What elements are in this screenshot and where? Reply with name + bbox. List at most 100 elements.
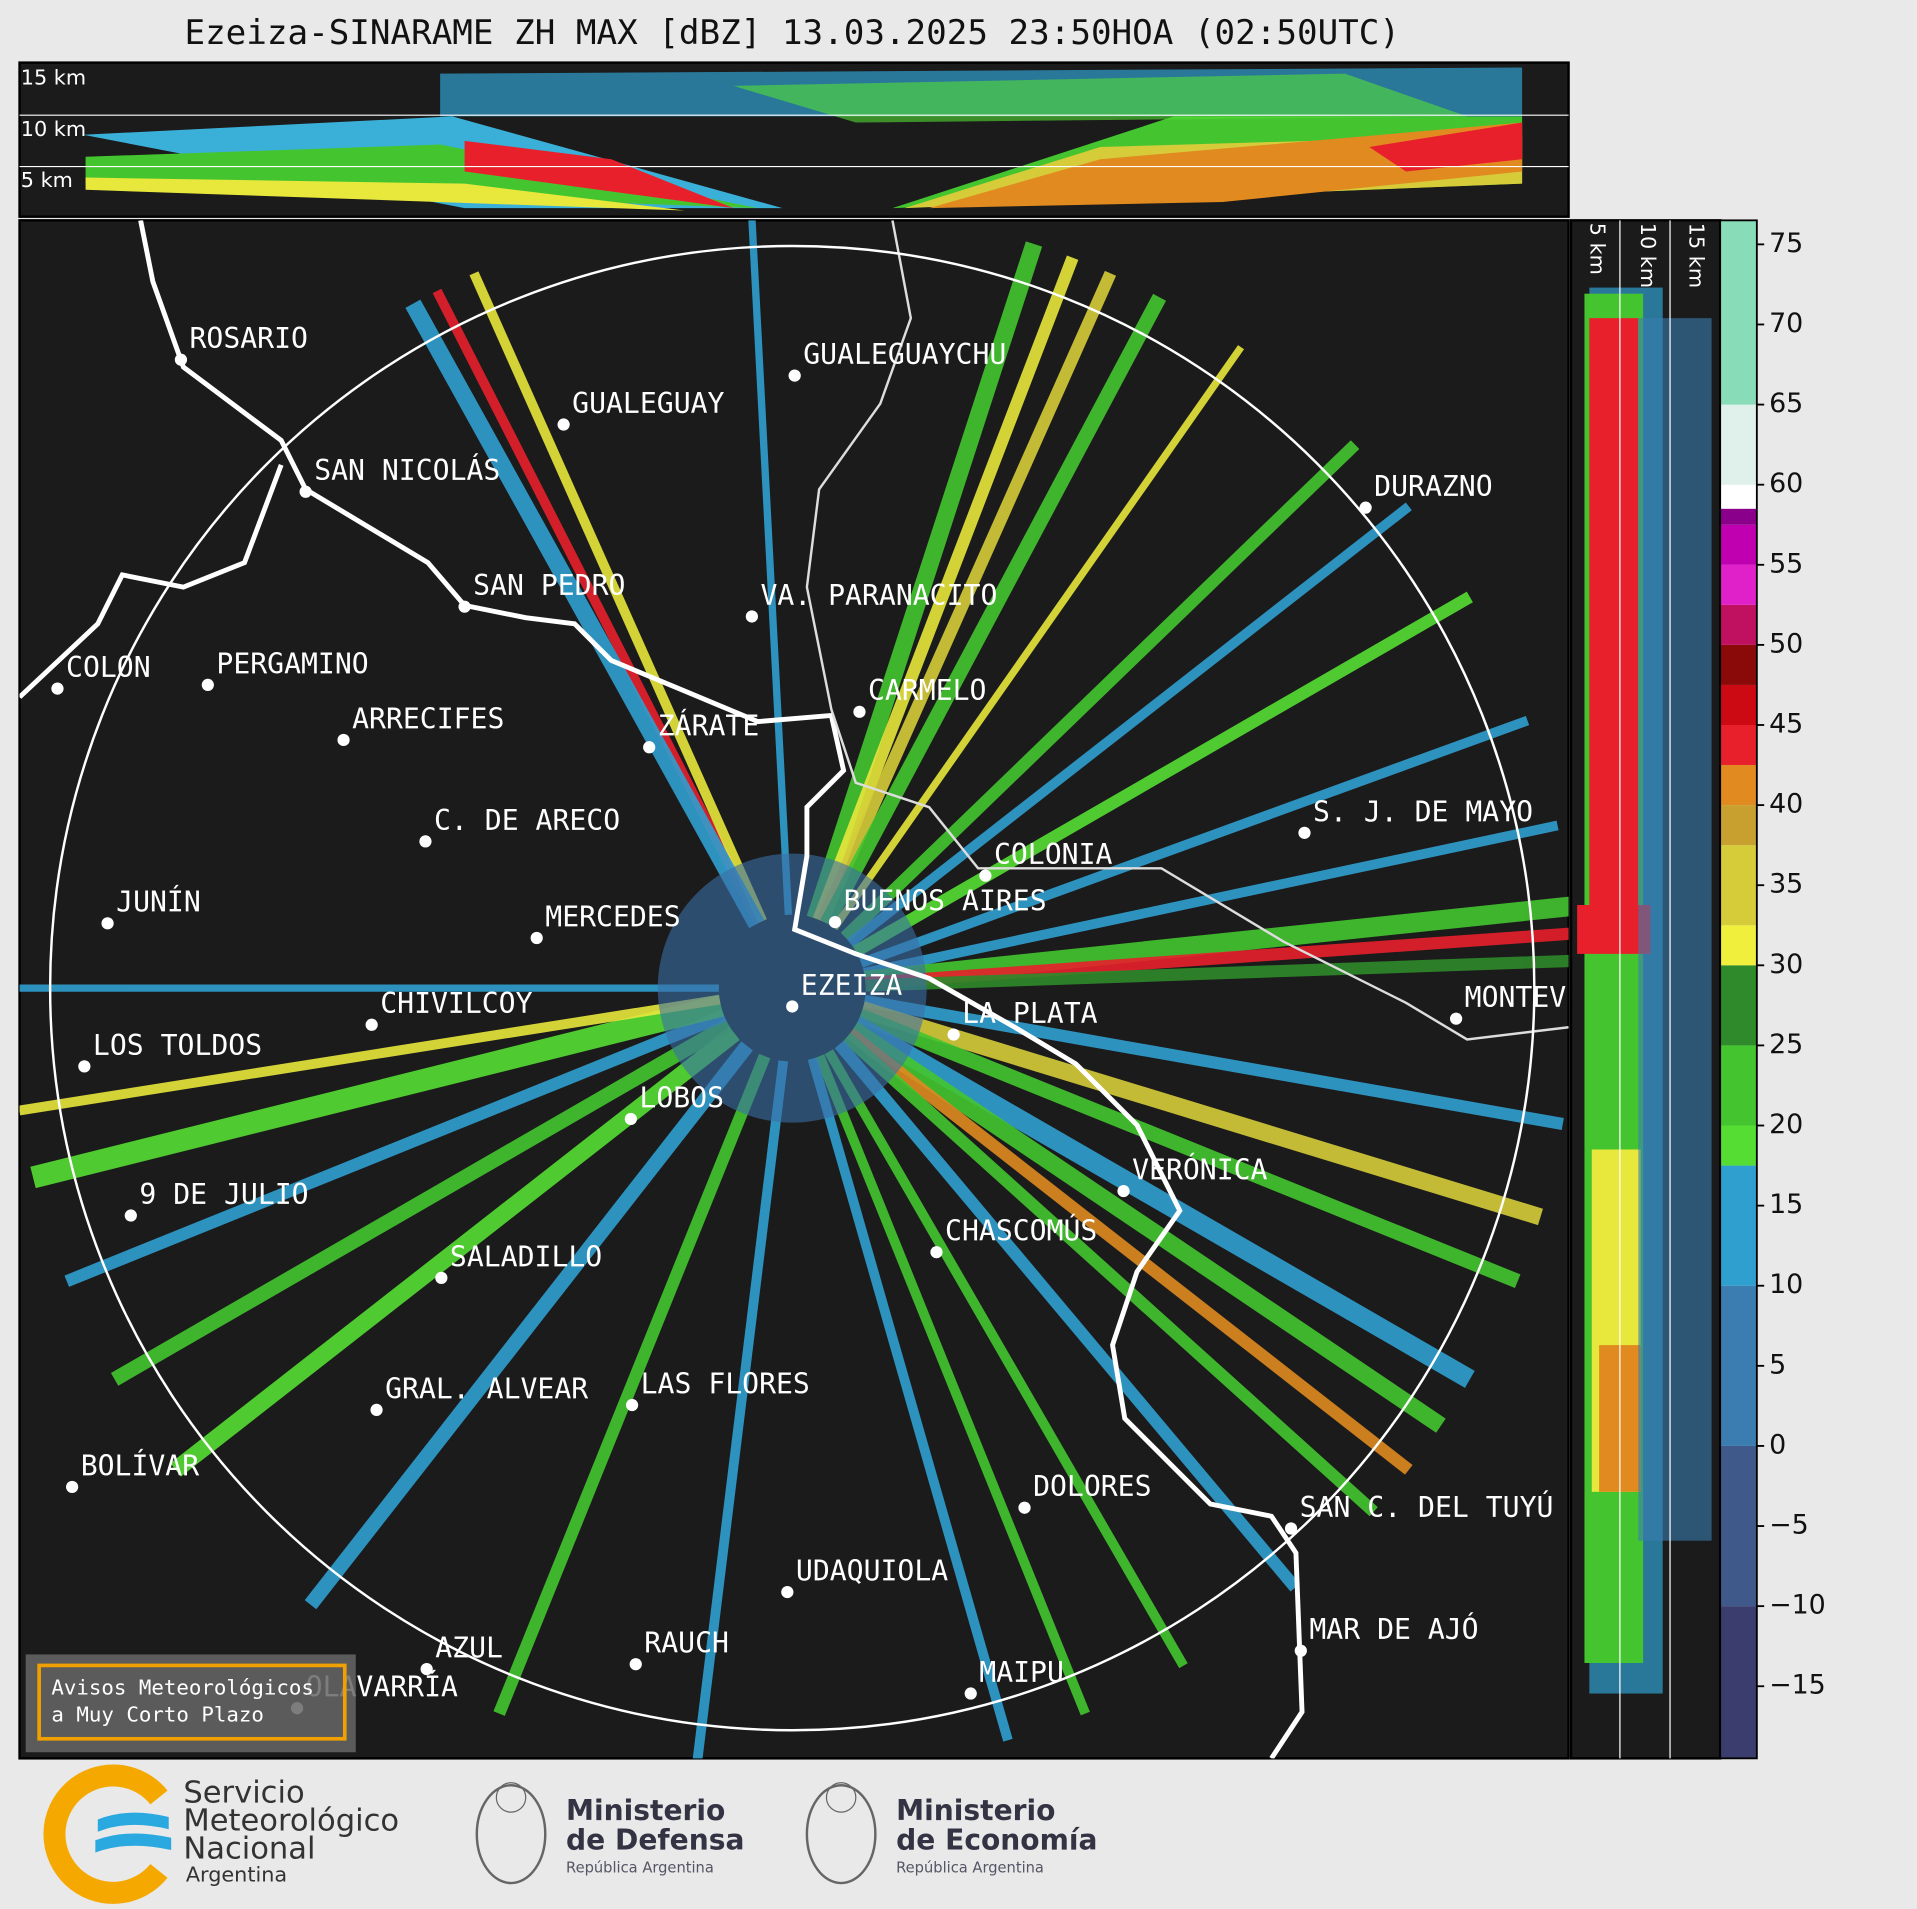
city-dot	[745, 610, 758, 623]
echo-ray	[859, 1001, 1543, 1226]
city-label: VA. PARANACITO	[760, 579, 997, 612]
economia-logo: Ministerio de Economía República Argenti…	[805, 1782, 1098, 1885]
side-section-echoes	[1577, 287, 1712, 1694]
echo-ray	[852, 591, 1473, 957]
colorbar-segment	[1720, 1165, 1757, 1286]
notice-text: Avisos Meteorológicos	[51, 1676, 314, 1700]
city-dot	[964, 1687, 977, 1700]
map-layer: ROSARIO GUALEGUAYCHU GUALEGUAY SAN NICOLÁS D…	[19, 220, 1634, 1759]
colorbar-tick-label: 40	[1769, 789, 1803, 820]
city-dot	[124, 1209, 137, 1222]
city-label: CHIVILCOY	[380, 987, 532, 1020]
city-dot	[1359, 501, 1372, 514]
city-label: C. DE ARECO	[434, 804, 620, 837]
logo-text: República Argentina	[566, 1859, 714, 1876]
city-dot	[625, 1398, 639, 1412]
echo-ray	[864, 896, 1569, 991]
colorbar-tick-label: 60	[1769, 468, 1803, 499]
colorbar-tick-label: 30	[1769, 949, 1803, 980]
city-dot	[629, 1658, 642, 1671]
notice-text: a Muy Corto Plazo	[51, 1703, 264, 1727]
colorbar-segment	[1720, 1285, 1757, 1446]
colorbar-segment	[1720, 1445, 1757, 1607]
echo-ray	[863, 994, 1564, 1131]
city-dot	[201, 678, 214, 692]
echo-ray	[748, 220, 793, 916]
logo-text: Nacional	[183, 1832, 315, 1867]
border	[19, 463, 284, 699]
city-dot	[979, 869, 992, 882]
city-label: GUALEGUAY	[572, 387, 724, 420]
echo-ray	[493, 1053, 771, 1716]
coastline	[138, 220, 1305, 1759]
colorbar-tick-label: 15	[1769, 1189, 1803, 1220]
echo-ray	[820, 293, 1167, 927]
city-dot	[1117, 1184, 1130, 1198]
echo-ray	[864, 927, 1569, 990]
colorbar-frame	[1719, 219, 1758, 1760]
city-dot	[788, 369, 801, 382]
city-label: MONTEVIDEO	[1465, 981, 1634, 1014]
echo-ray	[857, 1008, 1521, 1289]
echo-ray	[824, 1049, 1188, 1669]
top-section-echoes	[83, 67, 1523, 211]
city-dot	[557, 418, 570, 431]
echo-ray	[806, 241, 1043, 922]
city-label: PERGAMINO	[216, 647, 368, 680]
city-dot	[435, 1271, 448, 1284]
colorbar-segment	[1720, 1125, 1757, 1166]
colorbar-segment	[1720, 564, 1757, 605]
city-dot	[1018, 1501, 1031, 1514]
radar-echoes	[19, 220, 1569, 1759]
colorbar-segment	[1720, 484, 1757, 509]
echo-ray	[842, 1032, 1378, 1517]
city-dot	[643, 741, 656, 754]
city-dot	[420, 1662, 433, 1676]
city-dot	[101, 917, 114, 930]
notice-box	[37, 1663, 347, 1741]
colorbar-tick-label: 65	[1769, 388, 1803, 419]
city-dot	[1294, 1644, 1307, 1657]
range-ring	[48, 244, 1536, 1732]
city-dot	[299, 485, 312, 498]
city-dot	[365, 1018, 378, 1031]
city-dot	[930, 1246, 943, 1259]
city-label: SALADILLO	[450, 1240, 602, 1273]
echo-ray	[815, 1054, 1090, 1716]
echo-ray	[405, 299, 765, 929]
city-label: SAN PEDRO	[473, 569, 625, 602]
defensa-logo: Ministerio de Defensa República Argentin…	[475, 1782, 744, 1885]
echo-ray	[831, 345, 1245, 931]
height-label: 15 km	[21, 66, 86, 90]
colorbar-segment	[1720, 604, 1757, 645]
title: Ezeiza-SINARAME ZH MAX [dBZ] 13.03.2025 …	[184, 13, 1399, 53]
logo-text: Servicio	[183, 1775, 304, 1810]
colorbar-tick-label: −10	[1769, 1590, 1826, 1621]
city-dot	[781, 1585, 794, 1599]
colorbar-tick-label: −15	[1769, 1670, 1826, 1701]
logo-text: de Defensa	[566, 1823, 744, 1856]
colorbar-segment	[1720, 724, 1757, 766]
colorbar-segment	[1720, 644, 1757, 685]
city-dot	[786, 1000, 799, 1013]
city-label: LA PLATA	[962, 997, 1097, 1030]
city-label: DOLORES	[1033, 1470, 1151, 1503]
city-label: MERCEDES	[545, 900, 680, 933]
city-label: LAS FLORES	[641, 1367, 810, 1400]
colorbar-segment	[1720, 925, 1757, 966]
city-label: ZÁRATE	[658, 709, 760, 743]
logo-text: Meteorológico	[183, 1803, 399, 1838]
echo-ray	[865, 954, 1569, 992]
colorbar-segment	[1720, 1045, 1757, 1126]
colorbar-segment	[1720, 1606, 1757, 1759]
smn-logo: Servicio Meteorológico Nacional Argentin…	[43, 1764, 399, 1904]
height-label: 10 km	[1636, 223, 1660, 288]
logo-text: República Argentina	[896, 1859, 1044, 1876]
echo-ray	[692, 1060, 789, 1759]
city-dot	[530, 931, 543, 945]
city-label: SAN NICOLÁS	[314, 453, 500, 487]
city-label: LOS TOLDOS	[93, 1029, 262, 1062]
colorbar-segment	[1720, 805, 1757, 846]
